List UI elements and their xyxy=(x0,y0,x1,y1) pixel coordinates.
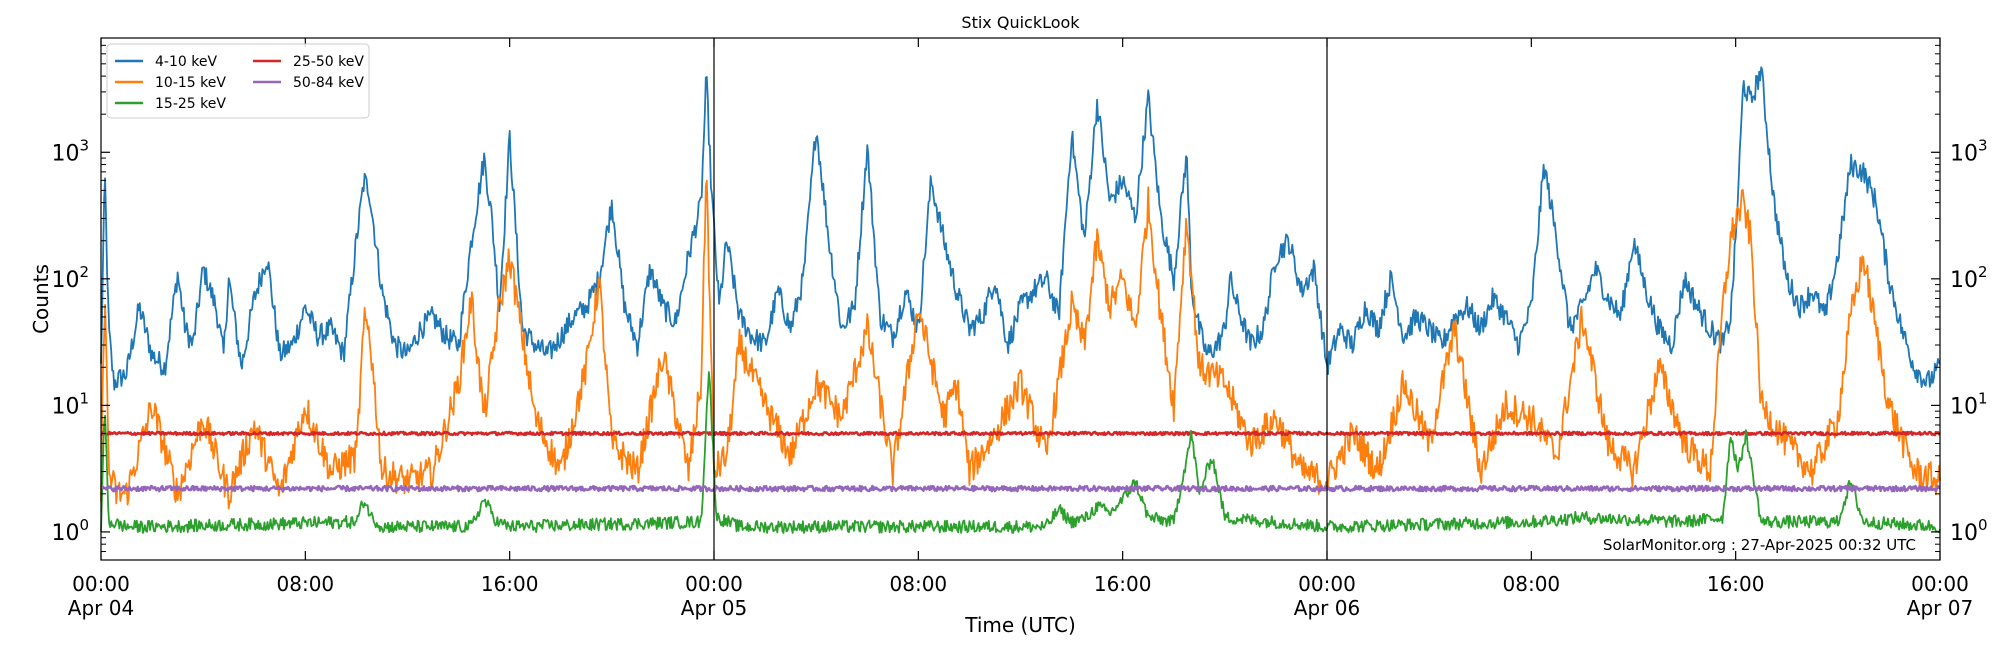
x-tick-date-label: Apr 07 xyxy=(1907,596,1973,620)
x-tick-time-label: 08:00 xyxy=(1503,572,1561,596)
series-line-15-25-kev xyxy=(100,371,1941,534)
x-axis-label: Time (UTC) xyxy=(964,613,1076,637)
x-tick-time-label: 00:00 xyxy=(1298,572,1356,596)
legend-box xyxy=(106,43,370,119)
chart-title: Stix QuickLook xyxy=(961,13,1080,32)
y-tick-label: 100 xyxy=(51,516,89,546)
legend-label: 4-10 keV xyxy=(155,54,217,70)
y-tick-label: 102 xyxy=(51,263,89,293)
x-tick-time-label: 00:00 xyxy=(685,572,743,596)
x-tick-time-label: 08:00 xyxy=(890,572,948,596)
y-tick-label: 103 xyxy=(51,136,89,166)
y-tick-label: 102 xyxy=(1950,263,1988,293)
legend-label: 50-84 keV xyxy=(293,75,364,91)
legend-label: 25-50 keV xyxy=(293,54,364,70)
watermark-text: SolarMonitor.org : 27-Apr-2025 00:32 UTC xyxy=(1603,536,1916,554)
series-line-25-50-kev xyxy=(100,430,1942,437)
day-separator-layer xyxy=(713,38,1328,560)
x-tick-time-label: 00:00 xyxy=(1911,572,1969,596)
x-tick-time-label: 16:00 xyxy=(1707,572,1765,596)
y-axis-label: Counts xyxy=(29,264,53,334)
x-tick-time-label: 16:00 xyxy=(1094,572,1152,596)
y-tick-label: 100 xyxy=(1950,516,1988,546)
x-tick-time-label: 16:00 xyxy=(481,572,539,596)
series-line-4-10-kev xyxy=(100,66,1941,391)
legend-label: 15-25 keV xyxy=(155,96,226,112)
series-layer xyxy=(100,66,1942,534)
x-tick-time-label: 08:00 xyxy=(277,572,335,596)
y-tick-label: 101 xyxy=(51,389,89,419)
x-tick-time-label: 00:00 xyxy=(72,572,130,596)
plot-frame xyxy=(100,37,1941,561)
series-line-10-15-kev xyxy=(100,179,1941,510)
legend-label: 10-15 keV xyxy=(155,75,226,91)
series-line-50-84-kev xyxy=(100,484,1941,493)
y-tick-label: 103 xyxy=(1950,136,1988,166)
legend: 4-10 keV 10-15 keV 15-25 keV 25-50 keV 50-84… xyxy=(106,43,370,119)
x-tick-date-label: Apr 06 xyxy=(1294,596,1360,620)
x-tick-date-label: Apr 05 xyxy=(681,596,747,620)
y-tick-label: 101 xyxy=(1950,389,1988,419)
x-tick-date-label: Apr 04 xyxy=(68,596,134,620)
